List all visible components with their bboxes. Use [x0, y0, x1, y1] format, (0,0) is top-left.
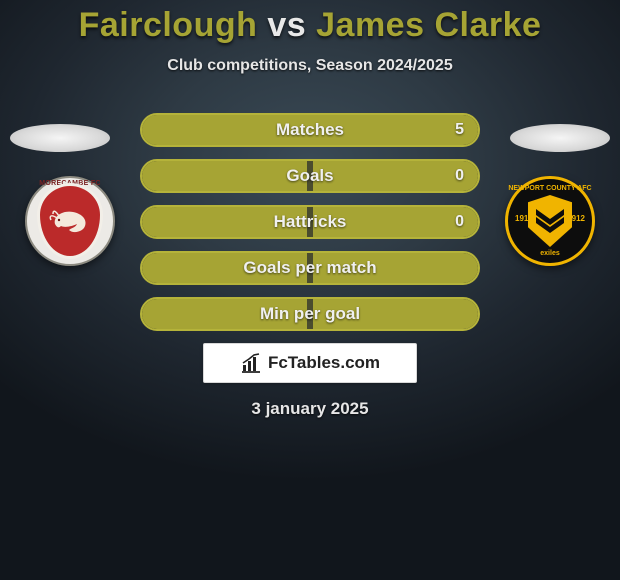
stat-row: Goals0: [0, 159, 620, 193]
title-vs: vs: [267, 6, 306, 44]
stat-value-right: 5: [455, 121, 464, 139]
stat-bars: Matches5Goals0Hattricks0Goals per matchM…: [0, 113, 620, 331]
stat-pill: Goals0: [140, 159, 480, 193]
title-player-left: Fairclough: [79, 6, 258, 44]
bar-chart-icon: [240, 352, 262, 374]
stat-pill: Hattricks0: [140, 205, 480, 239]
watermark-badge: FcTables.com: [203, 343, 417, 383]
stat-pill: Goals per match: [140, 251, 480, 285]
watermark-text: FcTables.com: [268, 353, 380, 373]
stat-row: Min per goal: [0, 297, 620, 331]
stat-pill: Matches5: [140, 113, 480, 147]
stat-row: Goals per match: [0, 251, 620, 285]
subtitle: Club competitions, Season 2024/2025: [0, 57, 620, 75]
content-wrapper: Fairclough vs James Clarke Club competit…: [0, 0, 620, 419]
stat-label: Goals per match: [142, 258, 478, 278]
stat-label: Min per goal: [142, 304, 478, 324]
stat-pill: Min per goal: [140, 297, 480, 331]
page-title: Fairclough vs James Clarke: [0, 6, 620, 45]
title-player-right: James Clarke: [316, 6, 541, 44]
stat-label: Matches: [142, 120, 478, 140]
stat-row: Matches5: [0, 113, 620, 147]
stat-row: Hattricks0: [0, 205, 620, 239]
stat-value-right: 0: [455, 213, 464, 231]
stat-label: Hattricks: [142, 212, 478, 232]
stat-label: Goals: [142, 166, 478, 186]
date-text: 3 january 2025: [0, 399, 620, 419]
stat-value-right: 0: [455, 167, 464, 185]
